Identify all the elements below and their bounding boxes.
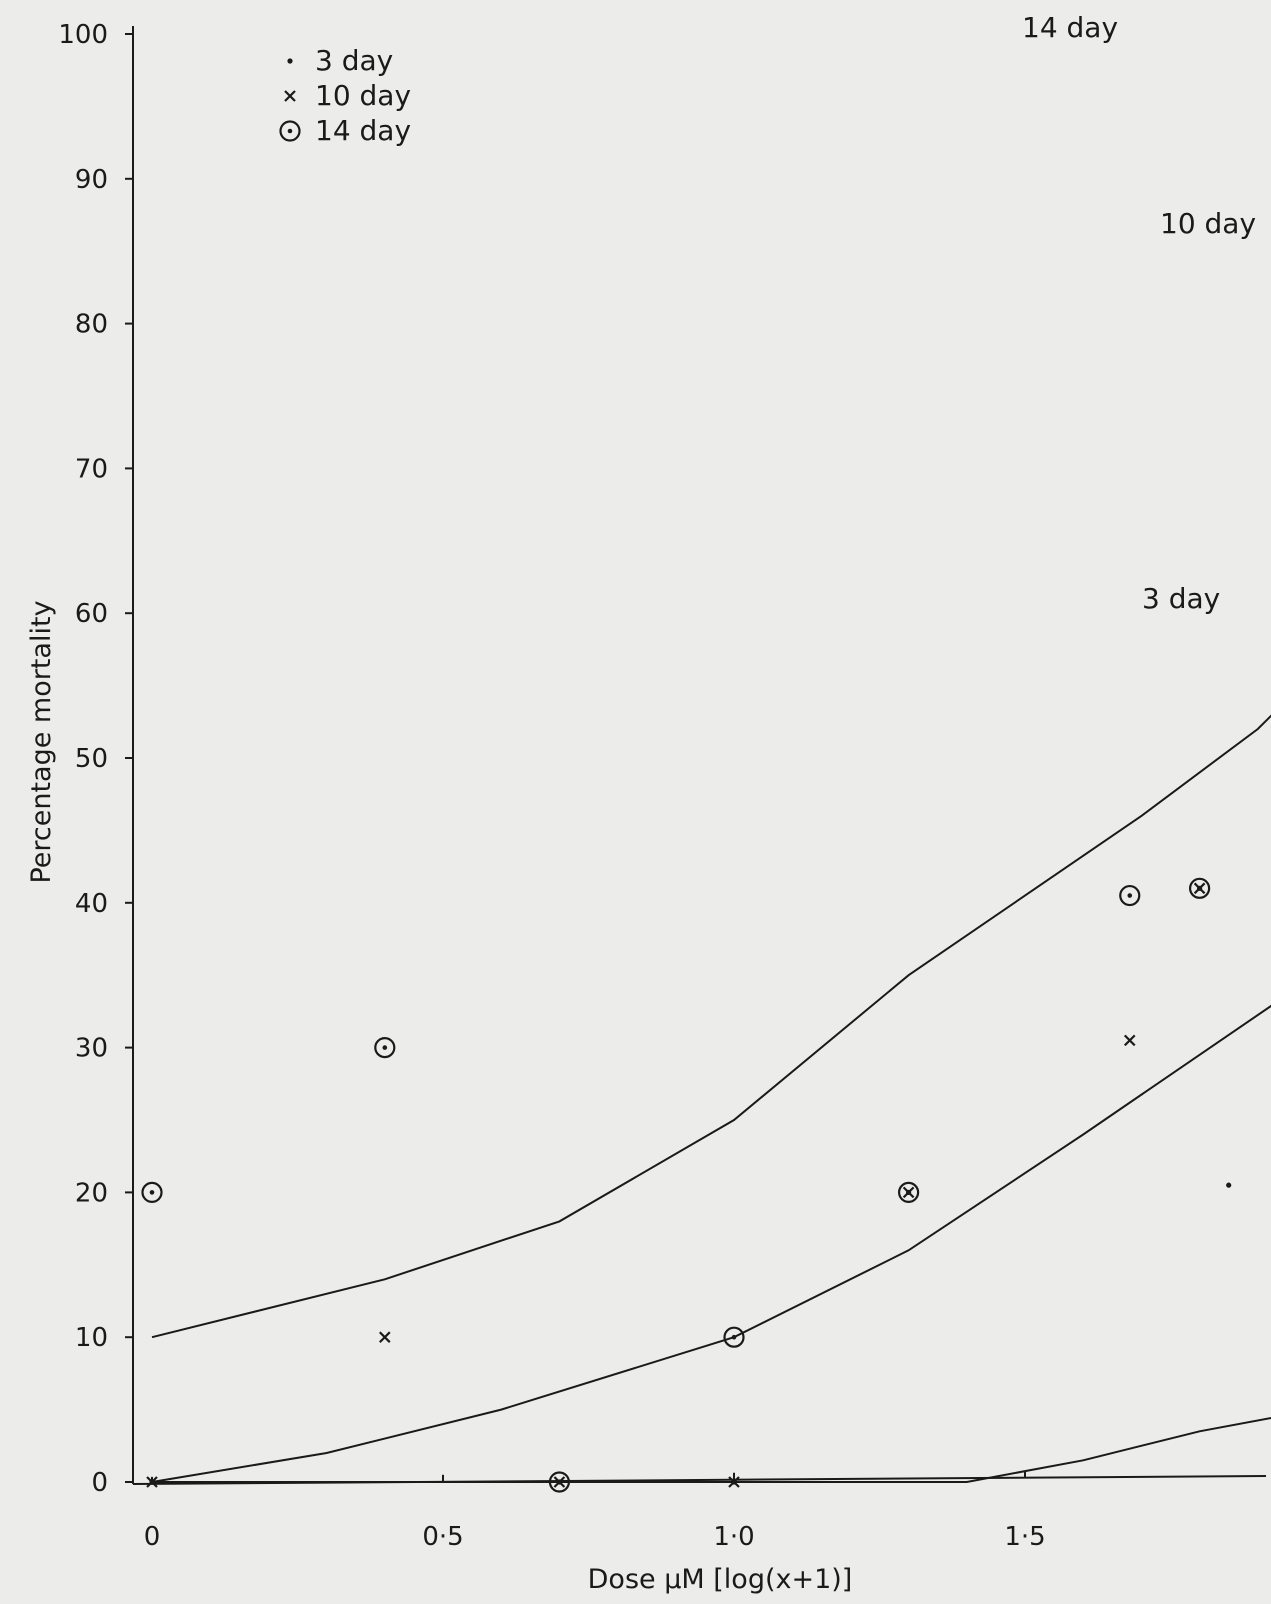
curve-label-circle: 14 day xyxy=(1022,11,1118,44)
circle-center xyxy=(1127,893,1132,898)
point-dot xyxy=(1226,1183,1231,1188)
y-tick-label: 40 xyxy=(75,889,108,919)
circle-center xyxy=(150,1190,155,1195)
x-axis-title: Dose µM [log(x+1)] xyxy=(588,1564,853,1595)
point-cross xyxy=(285,91,295,101)
curve-label-dot: 3 day xyxy=(1142,582,1220,615)
x-tick-label: 1·5 xyxy=(1004,1522,1045,1552)
legend-label: 3 day xyxy=(315,44,393,77)
y-tick-label: 10 xyxy=(75,1323,108,1353)
circle-center xyxy=(1197,886,1202,891)
y-axis-title: Percentage mortality xyxy=(26,600,57,883)
circle-center xyxy=(288,129,293,134)
legend-label: 14 day xyxy=(315,114,411,147)
curve-circle xyxy=(152,34,1271,1337)
curve-dot xyxy=(152,599,1271,1482)
circle-center xyxy=(732,1335,737,1340)
circle-center xyxy=(906,1190,911,1195)
fitted-curves xyxy=(152,34,1271,1482)
x-tick-label: 0·5 xyxy=(422,1522,463,1552)
y-tick-label: 0 xyxy=(91,1468,108,1498)
data-points xyxy=(143,17,1271,1491)
legend-label: 10 day xyxy=(315,79,411,112)
point-circle xyxy=(1120,886,1139,905)
curve-label-cross: 10 day xyxy=(1160,207,1256,240)
y-tick-label: 100 xyxy=(58,20,108,50)
y-tick-label: 30 xyxy=(75,1034,108,1064)
point-circle xyxy=(899,1183,918,1202)
circle-center xyxy=(383,1045,388,1050)
point-dot xyxy=(287,58,292,63)
circle-center xyxy=(557,1480,562,1485)
point-circle xyxy=(1190,879,1209,898)
point-cross xyxy=(1125,1035,1135,1045)
y-tick-label: 20 xyxy=(75,1178,108,1208)
y-tick-label: 50 xyxy=(75,744,108,774)
curve-cross xyxy=(152,34,1271,1482)
axes: 010203040506070809010000·51·01·52·02·53·… xyxy=(58,20,1271,1552)
point-cross xyxy=(380,1332,390,1342)
point-circle xyxy=(281,122,300,141)
y-tick-label: 90 xyxy=(75,165,108,195)
point-circle xyxy=(375,1038,394,1057)
point-circle xyxy=(725,1328,744,1347)
y-tick-label: 70 xyxy=(75,454,108,484)
x-tick-label: 0 xyxy=(144,1522,161,1552)
y-tick-label: 80 xyxy=(75,310,108,340)
curve-labels: 3 day 10 day 14 day xyxy=(1022,11,1256,615)
x-tick-label: 1·0 xyxy=(713,1522,754,1552)
y-tick-label: 60 xyxy=(75,599,108,629)
point-circle xyxy=(143,1183,162,1202)
